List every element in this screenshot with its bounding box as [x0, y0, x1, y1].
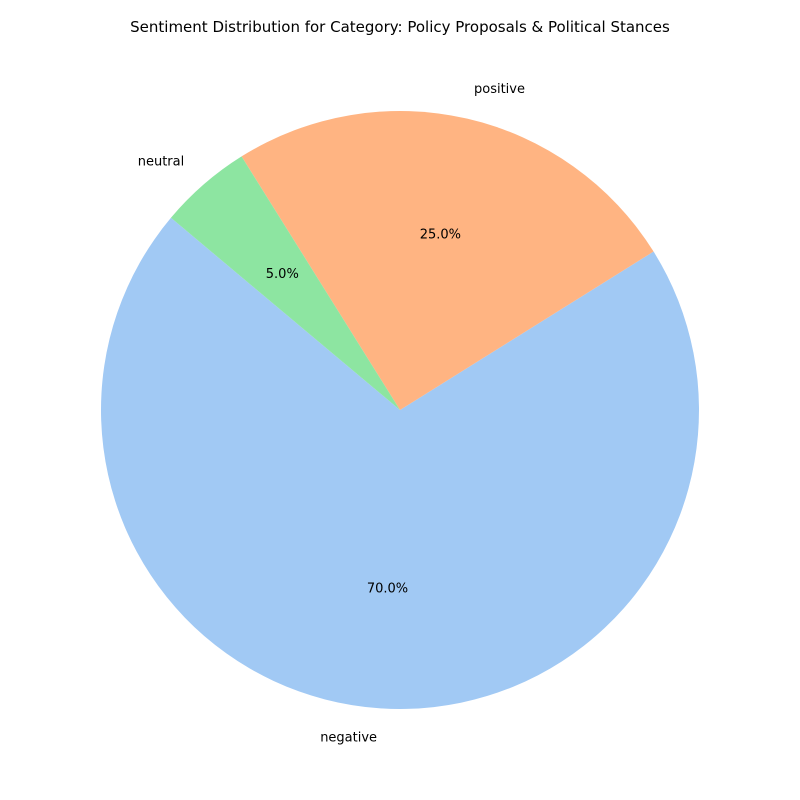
slice-label-positive: positive — [474, 82, 525, 97]
pie-slices — [101, 110, 700, 709]
pie-slice-negative — [101, 217, 700, 709]
slice-label-neutral: neutral — [138, 154, 185, 169]
slice-percent-positive: 25.0% — [420, 228, 461, 243]
pie-slice-neutral — [170, 156, 400, 410]
slice-percent-neutral: 5.0% — [266, 267, 299, 282]
chart-title: Sentiment Distribution for Category: Pol… — [130, 18, 670, 36]
pie-labels: negative 70.0% positive 25.0% neutral 5.0% — [138, 82, 525, 746]
slice-label-negative: negative — [320, 731, 377, 746]
pie-slice-positive — [241, 110, 654, 410]
slice-percent-negative: 70.0% — [367, 581, 408, 596]
